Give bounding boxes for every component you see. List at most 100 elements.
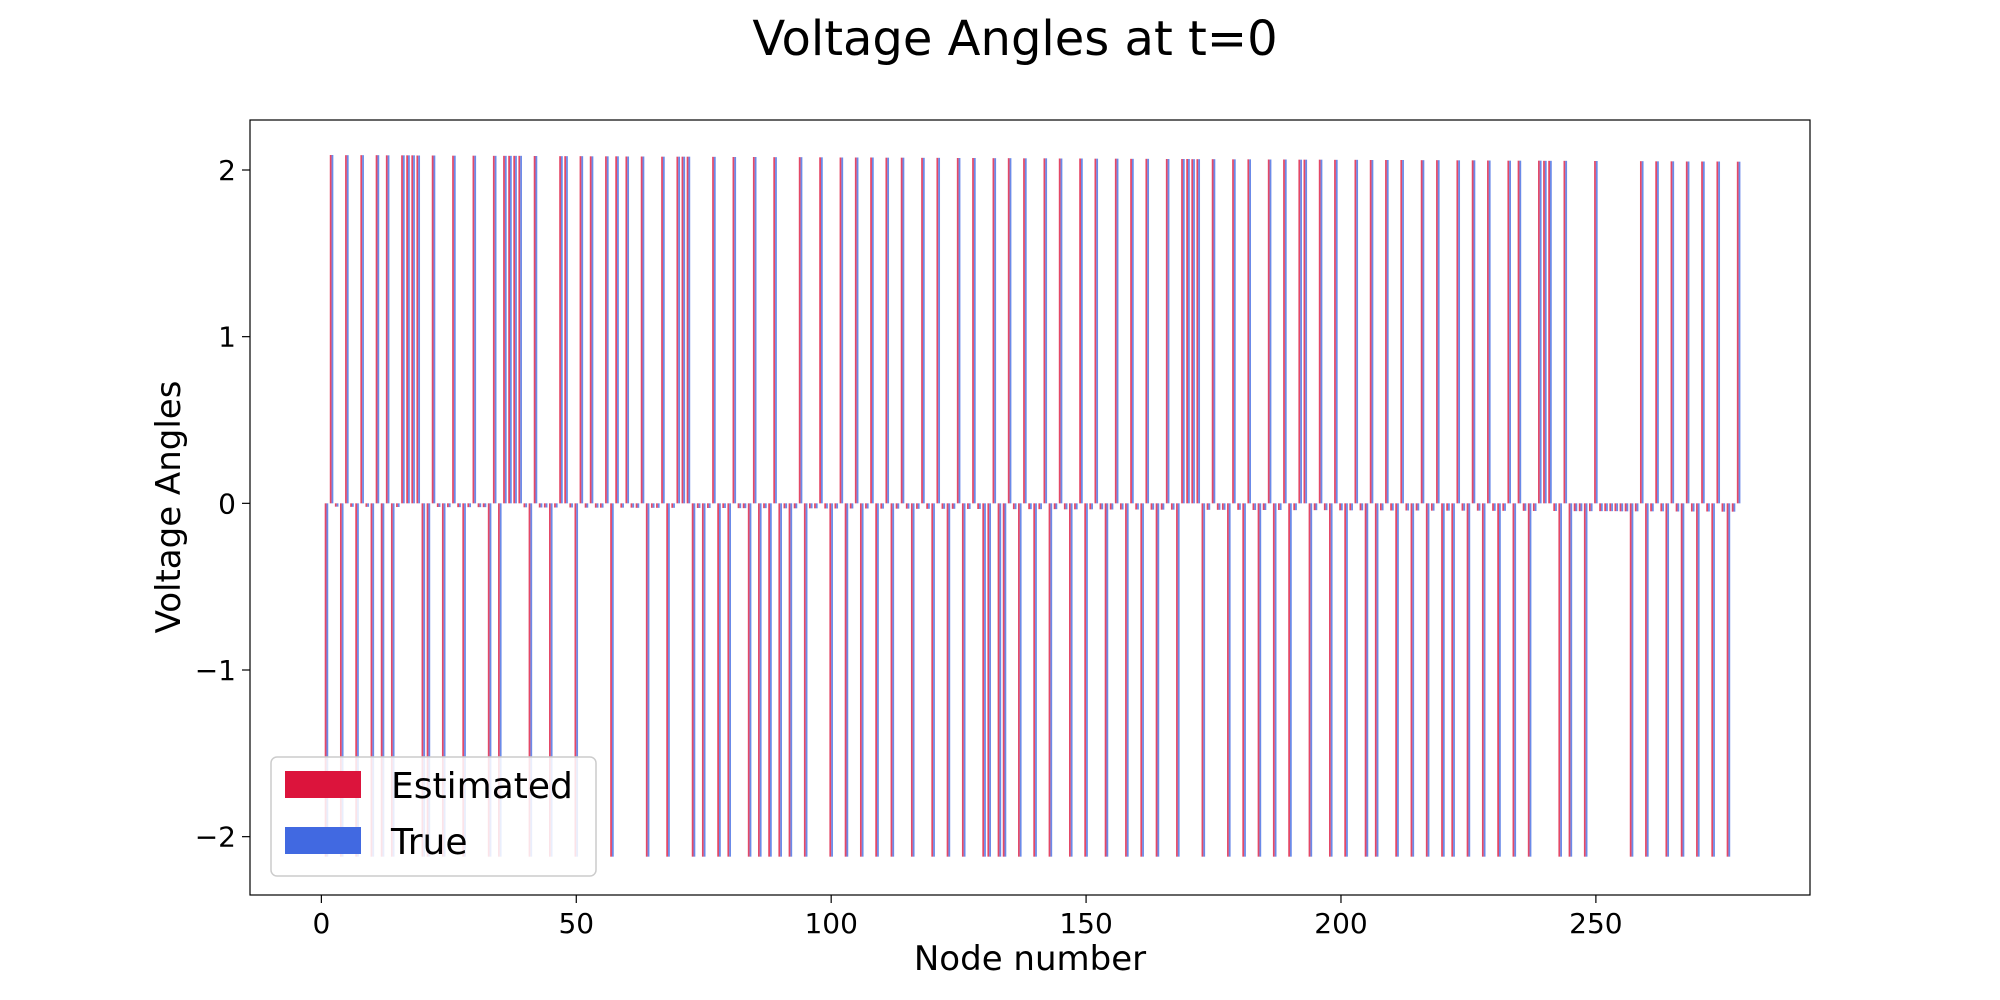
bar-true [1514, 503, 1517, 857]
bar-true [1055, 503, 1058, 510]
bar-true [1198, 159, 1201, 504]
bar-true [331, 155, 334, 504]
bar-true [744, 503, 747, 509]
bar-true [708, 503, 711, 508]
bar-true [1738, 161, 1741, 504]
bar-estimated [1675, 503, 1678, 512]
bar-estimated [605, 156, 607, 504]
bar-estimated [1079, 158, 1081, 504]
bar-true [810, 503, 813, 509]
bar-true [713, 156, 716, 504]
bar-estimated [1002, 503, 1005, 857]
bar-estimated [645, 503, 648, 857]
bar-true [1570, 503, 1573, 857]
bar-true [1539, 160, 1542, 504]
bar-estimated [1410, 503, 1413, 857]
bar-estimated [1553, 503, 1556, 511]
bar-true [1152, 503, 1155, 510]
bar-true [1463, 503, 1466, 511]
bar-true [1718, 161, 1721, 504]
bar-estimated [1048, 503, 1051, 857]
bar-true [668, 503, 670, 857]
bar-estimated [584, 503, 587, 508]
bar-true [336, 503, 339, 507]
bar-true [1330, 503, 1333, 857]
bar-true [1504, 503, 1506, 511]
bar-estimated [1028, 503, 1030, 510]
bar-true [1458, 160, 1461, 504]
bar-true [484, 503, 487, 508]
bar-estimated [890, 503, 893, 857]
bar-estimated [1420, 160, 1423, 504]
bar-true [1646, 503, 1649, 857]
bar-estimated [1364, 503, 1367, 857]
bar-estimated [676, 156, 679, 504]
bar-true [652, 503, 655, 508]
bar-estimated [1272, 503, 1275, 857]
bar-estimated [819, 157, 821, 504]
y-tick-label: 1 [218, 321, 236, 354]
bar-true [1157, 503, 1160, 857]
bar-true [1606, 503, 1608, 512]
bar-true [372, 503, 375, 857]
bar-true [1106, 503, 1109, 857]
bar-true [1723, 503, 1726, 512]
bar-estimated [1058, 158, 1061, 504]
bar-estimated [492, 155, 495, 504]
bar-true [805, 503, 808, 857]
bar-true [1529, 503, 1532, 857]
bar-true [1167, 159, 1170, 504]
bars-layer [324, 155, 1741, 857]
bar-true [1662, 503, 1664, 512]
bar-true [1137, 503, 1139, 510]
bar-estimated [533, 156, 536, 504]
bar-estimated [1074, 503, 1076, 510]
bar-estimated [656, 503, 658, 508]
bar-true [1305, 159, 1308, 504]
bar-true [1391, 503, 1394, 511]
bar-true [770, 503, 772, 857]
bar-estimated [972, 158, 974, 504]
bar-true [1244, 503, 1246, 857]
bar-true [1264, 503, 1267, 510]
bar-true [1060, 158, 1063, 504]
bar-estimated [1471, 160, 1474, 504]
bar-true [729, 503, 731, 857]
bar-estimated [844, 503, 847, 857]
bar-true [1346, 503, 1348, 857]
bar-estimated [875, 503, 878, 857]
y-tick-label: 0 [218, 487, 236, 520]
bar-estimated [885, 157, 888, 504]
bar-true [1315, 503, 1318, 511]
bar-true [1259, 503, 1262, 857]
bar-estimated [1696, 503, 1698, 857]
bar-true [1611, 503, 1613, 512]
bar-estimated [1497, 503, 1500, 857]
bar-true [734, 157, 737, 504]
bar-estimated [1293, 503, 1296, 511]
bar-true [795, 503, 798, 509]
bar-estimated [1170, 503, 1173, 510]
bar-estimated [1395, 503, 1398, 857]
bar-true [943, 503, 946, 509]
bar-true [790, 503, 793, 857]
bar-true [1279, 503, 1282, 510]
bar-true [1687, 161, 1690, 504]
bar-true [1682, 503, 1685, 857]
bar-estimated [1211, 159, 1214, 504]
bar-true [418, 155, 421, 504]
bar-true [1672, 161, 1675, 504]
bar-true [1254, 503, 1257, 510]
bar-true [601, 503, 604, 508]
bar-estimated [396, 503, 398, 507]
bar-estimated [681, 156, 684, 504]
bar-true [683, 156, 686, 504]
bar-true [581, 156, 584, 504]
bar-estimated [1548, 160, 1550, 504]
bar-estimated [355, 503, 358, 857]
bar-true [367, 503, 370, 507]
bar-true [1616, 503, 1619, 512]
bar-estimated [1527, 503, 1530, 857]
bar-estimated [737, 503, 740, 509]
bar-estimated [1451, 503, 1454, 857]
